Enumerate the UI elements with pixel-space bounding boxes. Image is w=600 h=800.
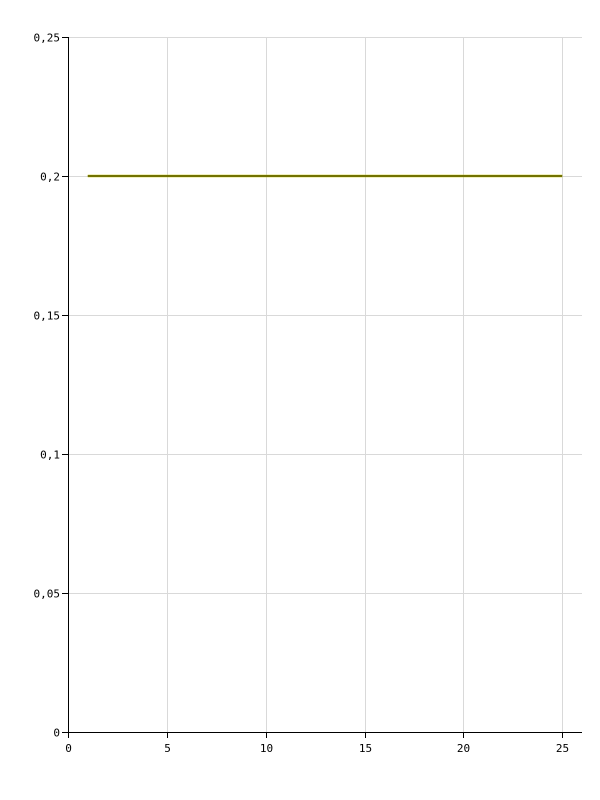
x-tick-label: 20 [457, 742, 470, 755]
y-tick-label: 0,2 [40, 171, 60, 184]
axes [62, 37, 582, 738]
y-tick-label: 0,25 [34, 32, 61, 45]
y-tick-label: 0,15 [34, 310, 61, 323]
x-tick-label: 5 [164, 742, 171, 755]
y-tick-label: 0,1 [40, 449, 60, 462]
x-tick-label: 25 [556, 742, 569, 755]
x-tick-label: 15 [359, 742, 372, 755]
tick-labels: 0 5 10 15 20 25 0 0,05 0,1 0,15 0,2 0,25 [34, 32, 570, 756]
y-tick-label: 0 [53, 727, 60, 740]
x-tick-label: 0 [65, 742, 72, 755]
y-tick-label: 0,05 [34, 588, 61, 601]
x-tick-label: 10 [260, 742, 273, 755]
grid-lines [68, 37, 582, 732]
